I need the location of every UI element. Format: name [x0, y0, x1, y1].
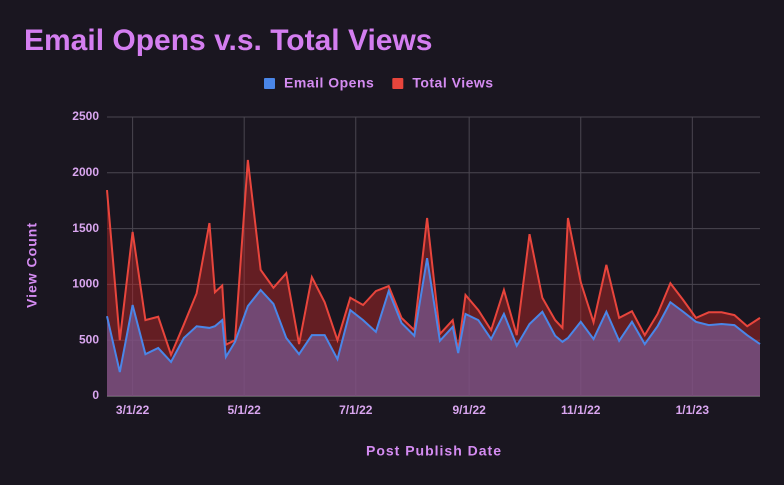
y-axis-title: View Count — [24, 222, 40, 308]
y-tick-label: 1500 — [72, 221, 99, 235]
x-tick-label: 1/1/23 — [676, 403, 710, 417]
area — [107, 258, 760, 396]
y-tick-label: 0 — [92, 388, 99, 402]
legend-swatch — [392, 78, 404, 89]
x-tick-label: 9/1/22 — [452, 403, 486, 417]
x-tick-label: 5/1/22 — [227, 403, 261, 417]
y-tick-label: 500 — [79, 332, 99, 346]
y-tick-label: 2500 — [72, 109, 99, 123]
x-tick-label: 7/1/22 — [339, 403, 373, 417]
x-tick-label: 11/1/22 — [561, 403, 601, 417]
x-axis-title: Post Publish Date — [366, 443, 502, 459]
x-tick-label: 3/1/22 — [116, 403, 150, 417]
legend-swatch — [264, 78, 275, 89]
y-tick-label: 2000 — [72, 165, 99, 179]
chart-title: Email Opens v.s. Total Views — [24, 24, 433, 57]
line — [106, 258, 761, 373]
legend-label: Total Views — [412, 75, 493, 91]
y-tick-label: 1000 — [72, 277, 99, 291]
line — [106, 159, 761, 358]
legend-label: Email Opens — [284, 75, 374, 91]
